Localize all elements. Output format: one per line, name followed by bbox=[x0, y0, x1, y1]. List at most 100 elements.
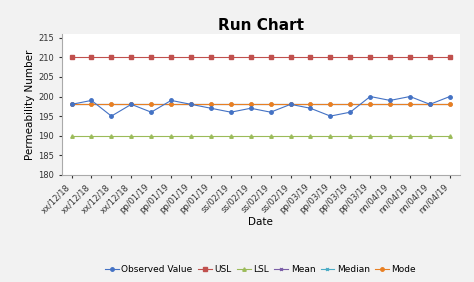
Mode bbox=[347, 103, 353, 106]
Observed Value bbox=[89, 99, 94, 102]
Mode bbox=[328, 103, 333, 106]
USL bbox=[367, 56, 373, 59]
USL bbox=[148, 56, 154, 59]
Median bbox=[308, 103, 313, 106]
LSL bbox=[168, 134, 174, 137]
Mean bbox=[69, 103, 74, 106]
Title: Run Chart: Run Chart bbox=[218, 18, 304, 33]
LSL bbox=[208, 134, 214, 137]
Mode bbox=[89, 103, 94, 106]
Mode bbox=[447, 103, 453, 106]
Mean bbox=[387, 103, 393, 106]
Mode bbox=[168, 103, 174, 106]
Legend: Observed Value, USL, LSL, Mean, Median, Mode: Observed Value, USL, LSL, Mean, Median, … bbox=[101, 261, 420, 277]
LSL bbox=[148, 134, 154, 137]
Mode bbox=[188, 103, 194, 106]
Median bbox=[427, 103, 433, 106]
Observed Value bbox=[308, 107, 313, 110]
USL bbox=[328, 56, 333, 59]
Mode bbox=[427, 103, 433, 106]
Observed Value bbox=[367, 95, 373, 98]
Median bbox=[148, 103, 154, 106]
Observed Value bbox=[248, 107, 254, 110]
LSL bbox=[427, 134, 433, 137]
LSL bbox=[89, 134, 94, 137]
LSL bbox=[367, 134, 373, 137]
USL bbox=[447, 56, 453, 59]
Observed Value bbox=[288, 103, 293, 106]
USL bbox=[228, 56, 234, 59]
USL bbox=[248, 56, 254, 59]
Mode bbox=[69, 103, 74, 106]
LSL bbox=[328, 134, 333, 137]
Mode bbox=[248, 103, 254, 106]
Median bbox=[347, 103, 353, 106]
Median bbox=[447, 103, 453, 106]
Median bbox=[387, 103, 393, 106]
Median bbox=[328, 103, 333, 106]
Mean bbox=[268, 103, 273, 106]
Median bbox=[407, 103, 413, 106]
USL bbox=[387, 56, 393, 59]
USL bbox=[268, 56, 273, 59]
Observed Value bbox=[268, 111, 273, 114]
LSL bbox=[69, 134, 74, 137]
Observed Value bbox=[148, 111, 154, 114]
Mode bbox=[128, 103, 134, 106]
Observed Value bbox=[208, 107, 214, 110]
USL bbox=[427, 56, 433, 59]
Mean bbox=[407, 103, 413, 106]
Mode bbox=[387, 103, 393, 106]
LSL bbox=[228, 134, 234, 137]
Mean bbox=[228, 103, 234, 106]
USL bbox=[288, 56, 293, 59]
Line: USL: USL bbox=[70, 56, 452, 59]
Median bbox=[128, 103, 134, 106]
USL bbox=[188, 56, 194, 59]
Y-axis label: Permeability Number: Permeability Number bbox=[25, 49, 36, 160]
Mean bbox=[288, 103, 293, 106]
Line: Mode: Mode bbox=[70, 103, 452, 106]
USL bbox=[89, 56, 94, 59]
Line: Mean: Mean bbox=[70, 103, 451, 106]
Mode bbox=[228, 103, 234, 106]
Median bbox=[188, 103, 194, 106]
Observed Value bbox=[188, 103, 194, 106]
Mean bbox=[148, 103, 154, 106]
USL bbox=[109, 56, 114, 59]
LSL bbox=[387, 134, 393, 137]
Mean bbox=[367, 103, 373, 106]
X-axis label: Date: Date bbox=[248, 217, 273, 227]
Observed Value bbox=[387, 99, 393, 102]
LSL bbox=[447, 134, 453, 137]
Mode bbox=[308, 103, 313, 106]
LSL bbox=[308, 134, 313, 137]
Mode bbox=[288, 103, 293, 106]
LSL bbox=[128, 134, 134, 137]
Mean bbox=[168, 103, 174, 106]
Mean bbox=[208, 103, 214, 106]
Observed Value bbox=[347, 111, 353, 114]
USL bbox=[308, 56, 313, 59]
USL bbox=[407, 56, 413, 59]
Observed Value bbox=[128, 103, 134, 106]
LSL bbox=[248, 134, 254, 137]
Observed Value bbox=[447, 95, 453, 98]
LSL bbox=[188, 134, 194, 137]
Median bbox=[268, 103, 273, 106]
Median bbox=[109, 103, 114, 106]
Median bbox=[248, 103, 254, 106]
Line: LSL: LSL bbox=[70, 134, 452, 137]
Median bbox=[208, 103, 214, 106]
Mean bbox=[188, 103, 194, 106]
Observed Value bbox=[427, 103, 433, 106]
Line: Median: Median bbox=[70, 103, 451, 106]
Mean bbox=[109, 103, 114, 106]
USL bbox=[347, 56, 353, 59]
Observed Value bbox=[328, 114, 333, 118]
Mean bbox=[308, 103, 313, 106]
USL bbox=[208, 56, 214, 59]
LSL bbox=[288, 134, 293, 137]
Mode bbox=[148, 103, 154, 106]
Mean bbox=[328, 103, 333, 106]
